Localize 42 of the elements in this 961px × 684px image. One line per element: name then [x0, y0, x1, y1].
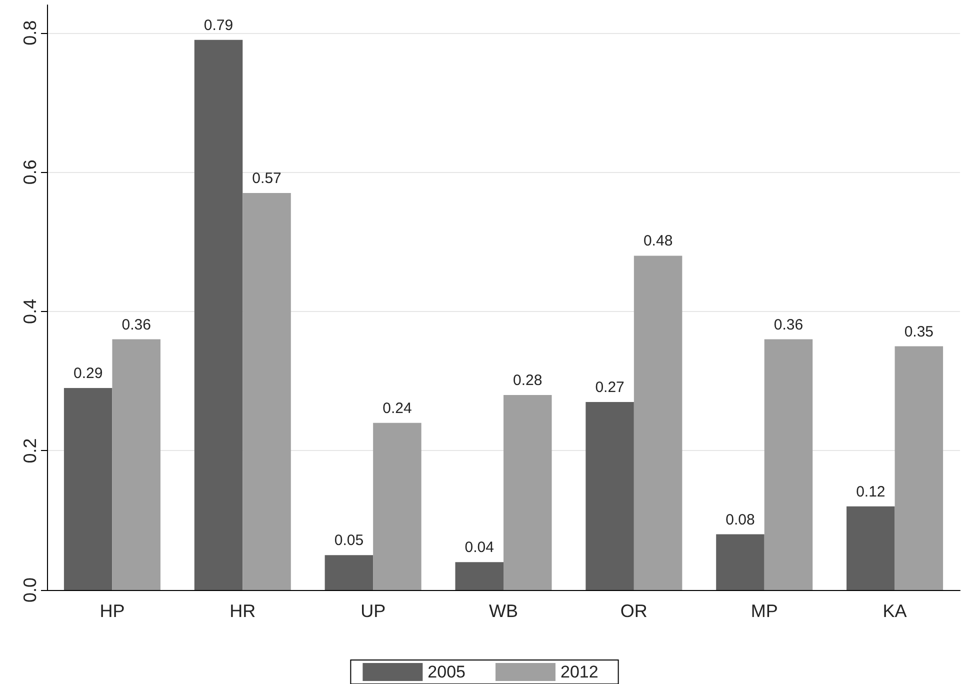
y-tick-label: 0.2 [20, 438, 40, 464]
bar [634, 256, 682, 590]
x-tick-label: KA [882, 601, 907, 621]
legend-label: 2012 [560, 662, 598, 682]
data-label: 0.12 [856, 483, 886, 500]
data-label: 0.35 [904, 323, 934, 340]
bar [194, 40, 243, 590]
bar [373, 422, 422, 590]
data-label: 0.29 [73, 365, 103, 382]
data-label: 0.57 [252, 170, 282, 188]
data-label: 0.05 [334, 532, 364, 550]
x-tick-label: WB [489, 601, 518, 621]
y-tick-label: 0.6 [20, 160, 40, 185]
legend-label: 2005 [428, 662, 466, 682]
x-tick-label: OR [620, 601, 648, 621]
bar [242, 193, 291, 590]
bar [764, 339, 813, 590]
data-label: 0.36 [122, 316, 151, 334]
data-label: 0.48 [643, 232, 673, 250]
bar [716, 534, 764, 590]
data-label: 0.24 [382, 400, 412, 417]
data-label: 0.08 [726, 511, 755, 528]
y-tick-label: 0.0 [20, 577, 40, 603]
bar [112, 339, 160, 590]
data-label: 0.36 [774, 316, 804, 334]
data-label: 0.27 [595, 378, 624, 396]
bar [324, 555, 374, 590]
x-tick-label: MP [750, 601, 778, 621]
data-label: 0.28 [513, 372, 542, 389]
x-tick-label: UP [360, 601, 386, 621]
x-tick-label: HP [100, 601, 125, 621]
bar [455, 562, 504, 590]
y-tick-label: 0.8 [20, 20, 40, 46]
bar [894, 346, 944, 590]
bar [64, 388, 112, 590]
data-label: 0.04 [464, 539, 494, 556]
y-tick-label: 0.4 [20, 298, 40, 324]
bar [504, 395, 552, 590]
bar [846, 506, 895, 590]
data-label: 0.79 [204, 16, 234, 34]
x-tick-label: HR [230, 601, 256, 621]
bar [586, 402, 634, 590]
